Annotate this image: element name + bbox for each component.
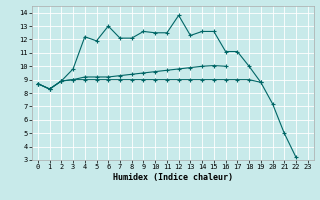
X-axis label: Humidex (Indice chaleur): Humidex (Indice chaleur)	[113, 173, 233, 182]
